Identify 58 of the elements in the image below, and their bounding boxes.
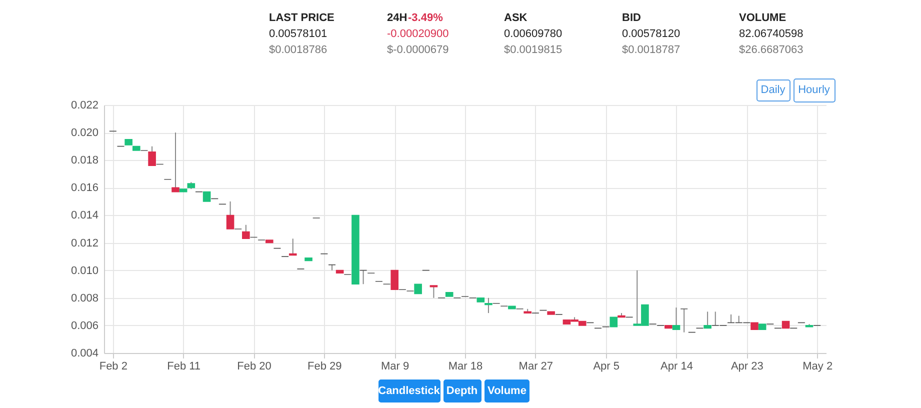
text: $-0.0000679 xyxy=(387,44,449,56)
y-tick-label: 0.006 xyxy=(70,320,98,332)
candlestick xyxy=(610,316,618,328)
text: Volume xyxy=(488,385,526,397)
x-tick-label: Apr 14 xyxy=(660,360,693,372)
candlestick xyxy=(288,238,297,256)
x-tick-label: Feb 11 xyxy=(167,360,201,372)
text: 0.00578120 xyxy=(622,28,680,40)
x-tick-label: Apr 5 xyxy=(593,360,620,372)
x-tick-label: Apr 23 xyxy=(730,360,764,372)
x-tick-label: Feb 20 xyxy=(237,360,272,372)
y-tick-label: 0.016 xyxy=(70,182,98,194)
text: -3.49% xyxy=(408,12,444,24)
text: 0.00609780 xyxy=(504,28,562,40)
y-tick-label: 0.008 xyxy=(70,292,98,304)
candlestick xyxy=(202,191,211,202)
candlestick xyxy=(172,132,180,192)
text: $26.6687063 xyxy=(739,44,804,56)
text: ASK xyxy=(504,12,528,24)
x-tick-label: Mar 9 xyxy=(381,360,410,372)
text: $0.0018787 xyxy=(622,44,680,56)
y-tick-label: 0.014 xyxy=(70,210,98,222)
text: Hourly xyxy=(798,84,830,96)
y-tick-label: 0.020 xyxy=(70,127,98,140)
candlestick xyxy=(430,284,438,298)
text: 24H xyxy=(387,12,408,24)
x-tick-label: Feb 2 xyxy=(99,360,128,372)
candlestick xyxy=(148,146,156,166)
candlestick xyxy=(414,284,422,294)
candlestick xyxy=(680,308,688,333)
x-tick-label: Mar 18 xyxy=(448,360,483,372)
text: -0.00020900 xyxy=(387,28,449,40)
text: Daily xyxy=(760,84,786,96)
candlestick xyxy=(226,200,234,230)
text: VOLUME xyxy=(739,12,786,24)
x-tick-label: Feb 29 xyxy=(308,360,342,372)
text: 0.00578101 xyxy=(269,28,328,40)
candlestick xyxy=(359,270,368,285)
y-tick-label: 0.022 xyxy=(70,100,98,112)
y-tick-label: 0.018 xyxy=(70,154,98,167)
candlestick xyxy=(390,270,398,290)
text: Candlestick xyxy=(378,385,441,397)
y-tick-label: 0.004 xyxy=(70,348,98,360)
y-tick-label: 0.010 xyxy=(70,264,98,277)
y-tick-label: 0.012 xyxy=(70,237,98,250)
text: $0.0019815 xyxy=(504,44,562,56)
candlestick xyxy=(328,264,336,271)
text: Depth xyxy=(446,385,478,397)
candlestick xyxy=(484,297,492,314)
text: 82.06740598 xyxy=(739,28,804,40)
text: LAST PRICE xyxy=(269,12,334,24)
candlestick xyxy=(672,307,680,330)
x-tick-label: Mar 27 xyxy=(518,360,554,372)
text: $0.0018786 xyxy=(269,44,328,56)
candlestick xyxy=(704,311,712,329)
candlestick xyxy=(242,224,250,240)
x-tick-label: May 2 xyxy=(802,360,833,372)
text: BID xyxy=(622,12,641,24)
